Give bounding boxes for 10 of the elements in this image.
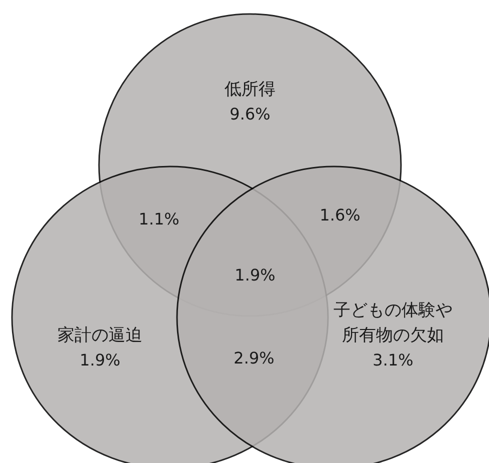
category-label: 子どもの体験や所有物の欠如 xyxy=(334,300,452,346)
data-label: 9.6% xyxy=(230,104,270,124)
data-label: 1.9% xyxy=(80,350,120,370)
text: 1.9% xyxy=(234,265,276,284)
category-label: 家計の逼迫 xyxy=(58,326,142,346)
text: 2.9% xyxy=(234,348,274,368)
category-label: 低所得 xyxy=(224,80,276,100)
text: 1.6% xyxy=(320,205,360,224)
data-label: 3.1% xyxy=(372,350,414,370)
text: 1.1% xyxy=(138,209,180,228)
